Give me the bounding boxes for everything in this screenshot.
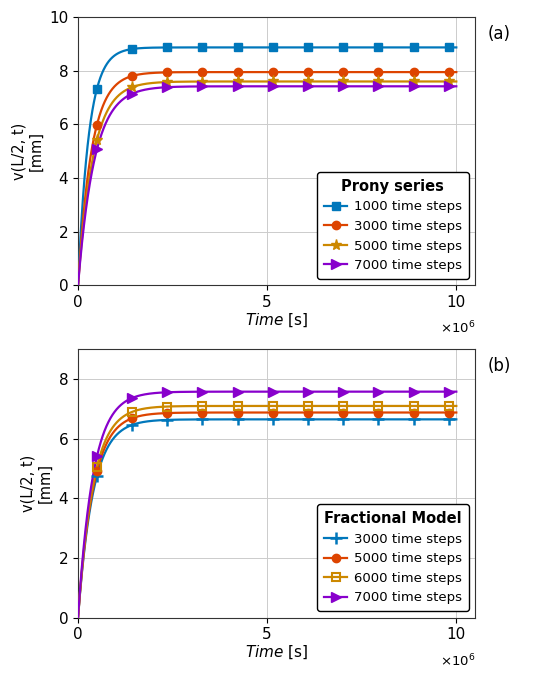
Legend: 3000 time steps, 5000 time steps, 6000 time steps, 7000 time steps: 3000 time steps, 5000 time steps, 6000 t… — [317, 504, 469, 611]
Legend: 1000 time steps, 3000 time steps, 5000 time steps, 7000 time steps: 1000 time steps, 3000 time steps, 5000 t… — [317, 172, 469, 279]
X-axis label: $\mathit{Time}$ [s]: $\mathit{Time}$ [s] — [245, 312, 308, 329]
Text: (b): (b) — [487, 358, 510, 375]
Y-axis label: v(L/2, t)
[mm]: v(L/2, t) [mm] — [20, 455, 53, 512]
Y-axis label: v(L/2, t)
[mm]: v(L/2, t) [mm] — [11, 122, 43, 180]
Text: $\times10^6$: $\times10^6$ — [440, 320, 475, 337]
Text: (a): (a) — [487, 25, 510, 43]
Text: $\times10^6$: $\times10^6$ — [440, 652, 475, 669]
X-axis label: $\mathit{Time}$ [s]: $\mathit{Time}$ [s] — [245, 644, 308, 661]
